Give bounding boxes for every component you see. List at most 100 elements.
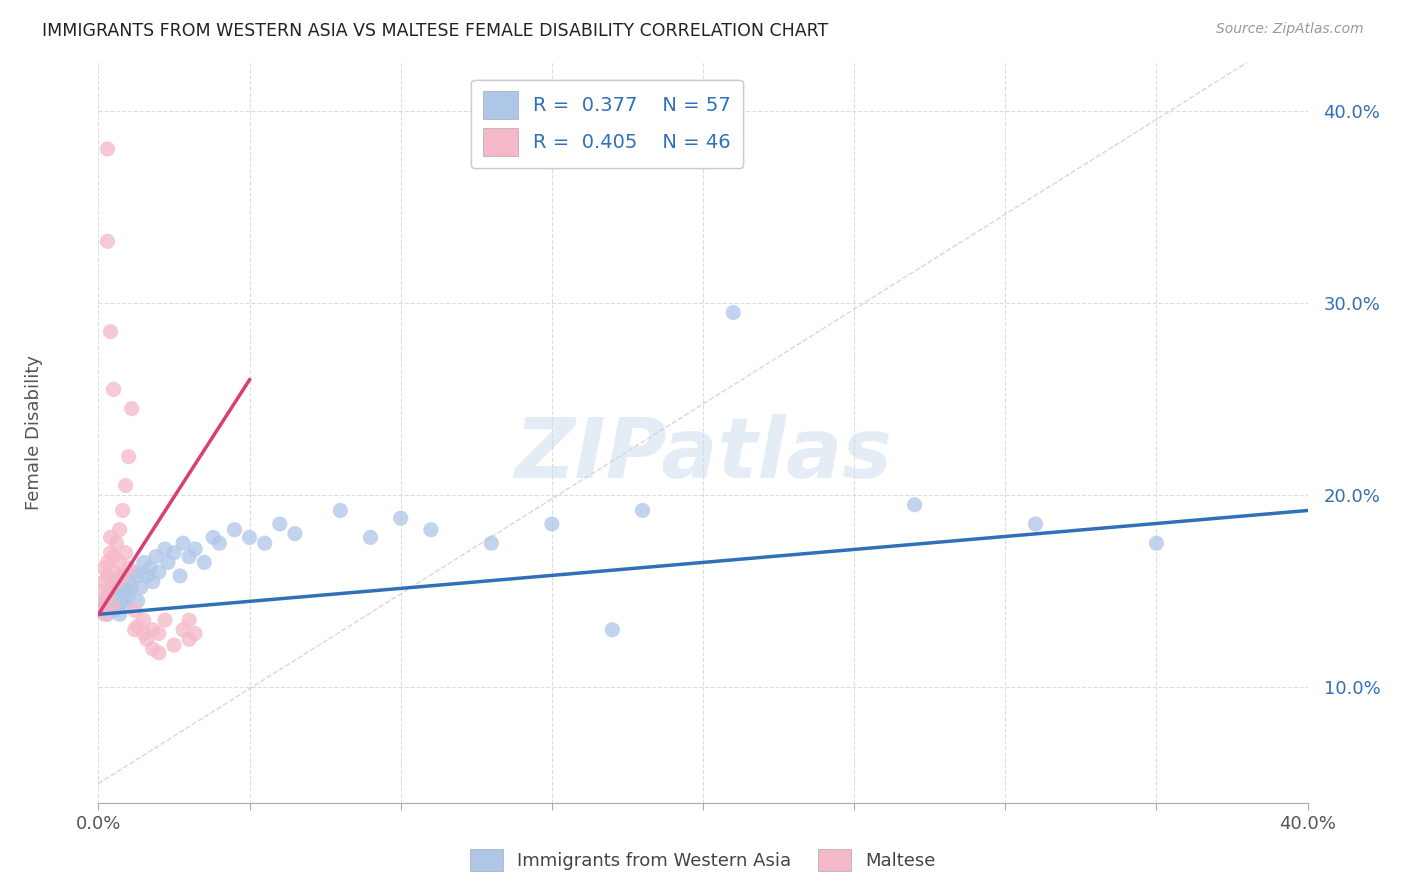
Point [184, 626, 207, 640]
Point [269, 516, 291, 531]
Point [139, 561, 162, 575]
Point [540, 516, 562, 531]
Point [100, 530, 122, 544]
Point [142, 642, 165, 657]
Point [124, 603, 146, 617]
Point [127, 594, 149, 608]
Point [108, 556, 131, 570]
Point [118, 574, 141, 589]
Point [481, 536, 503, 550]
Point [184, 541, 207, 556]
Point [360, 530, 382, 544]
Point [114, 598, 136, 612]
Point [114, 546, 136, 560]
Point [172, 536, 194, 550]
Point [329, 503, 352, 517]
Point [108, 607, 131, 622]
Point [202, 530, 225, 544]
Point [153, 541, 176, 556]
Point [135, 632, 157, 647]
Point [179, 613, 201, 627]
Point [420, 523, 443, 537]
Point [169, 569, 191, 583]
Point [132, 556, 155, 570]
Point [208, 536, 231, 550]
Point [100, 581, 122, 595]
Point [723, 305, 745, 319]
Point [124, 565, 146, 579]
Point [127, 569, 149, 583]
Point [108, 523, 131, 537]
Point [105, 574, 128, 589]
Point [105, 588, 128, 602]
Point [142, 574, 165, 589]
Point [253, 536, 276, 550]
Point [100, 584, 122, 599]
Point [135, 569, 157, 583]
Legend: Immigrants from Western Asia, Maltese: Immigrants from Western Asia, Maltese [463, 842, 943, 879]
Point [145, 549, 167, 564]
Point [129, 581, 152, 595]
Point [153, 613, 176, 627]
Point [96, 142, 118, 156]
Point [111, 569, 134, 583]
Point [148, 565, 170, 579]
Point [96, 607, 118, 622]
Point [156, 556, 179, 570]
Point [103, 603, 125, 617]
Point [148, 646, 170, 660]
Point [1024, 516, 1046, 531]
Point [105, 536, 128, 550]
Point [111, 594, 134, 608]
Point [96, 234, 118, 248]
Point [179, 632, 201, 647]
Point [602, 623, 624, 637]
Point [90, 584, 112, 599]
Y-axis label: Female Disability: Female Disability [25, 355, 42, 510]
Point [172, 623, 194, 637]
Point [163, 638, 186, 652]
Point [100, 598, 122, 612]
Point [111, 503, 134, 517]
Point [118, 450, 141, 464]
Legend: R =  0.377    N = 57, R =  0.405    N = 46: R = 0.377 N = 57, R = 0.405 N = 46 [471, 79, 742, 168]
Point [1144, 536, 1167, 550]
Point [90, 599, 112, 614]
Point [239, 530, 262, 544]
Point [118, 561, 141, 575]
Point [96, 588, 118, 602]
Point [142, 623, 165, 637]
Text: IMMIGRANTS FROM WESTERN ASIA VS MALTESE FEMALE DISABILITY CORRELATION CHART: IMMIGRANTS FROM WESTERN ASIA VS MALTESE … [42, 22, 828, 40]
Point [93, 603, 115, 617]
Point [105, 599, 128, 614]
Point [103, 565, 125, 579]
Point [179, 549, 201, 564]
Point [111, 569, 134, 583]
Point [93, 574, 115, 589]
Point [90, 594, 112, 608]
Point [93, 561, 115, 575]
Point [284, 526, 307, 541]
Point [93, 594, 115, 608]
Text: Source: ZipAtlas.com: Source: ZipAtlas.com [1216, 22, 1364, 37]
Point [96, 588, 118, 602]
Point [118, 588, 141, 602]
Text: ZIPatlas: ZIPatlas [515, 414, 891, 495]
Point [103, 549, 125, 564]
Point [100, 546, 122, 560]
Point [224, 523, 246, 537]
Point [90, 603, 112, 617]
Point [127, 619, 149, 633]
Point [148, 626, 170, 640]
Point [124, 623, 146, 637]
Point [631, 503, 654, 517]
Point [163, 546, 186, 560]
Point [121, 581, 143, 595]
Point [108, 581, 131, 595]
Point [114, 478, 136, 492]
Point [904, 498, 927, 512]
Point [103, 574, 125, 589]
Point [121, 401, 143, 416]
Point [96, 556, 118, 570]
Point [132, 613, 155, 627]
